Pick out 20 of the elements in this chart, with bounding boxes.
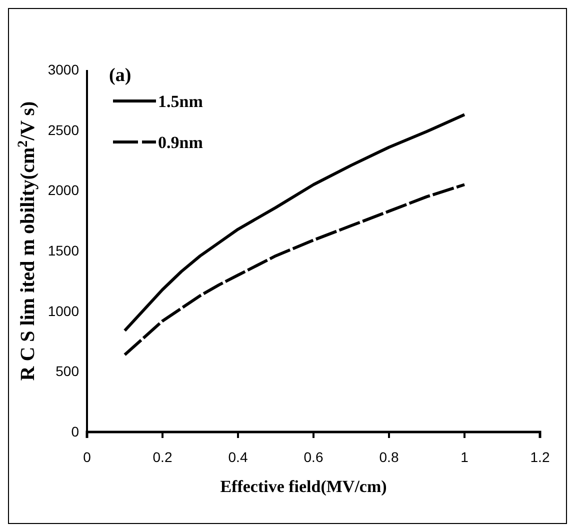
y-tick-label: 3000: [48, 61, 80, 78]
y-tick-label: 500: [56, 363, 80, 380]
legend-label: 0.9nm: [158, 133, 203, 152]
x-tick-label: 1: [460, 448, 469, 465]
line-series: [123, 183, 466, 356]
y-tick-label: 0: [71, 423, 80, 440]
annotation: (a): [109, 65, 132, 86]
y-tick-label: 2000: [48, 182, 80, 198]
x-axis-title: Effective field(MV/cm): [220, 477, 387, 496]
x-tick-label: 1.2: [530, 448, 550, 465]
y-tick-label: 2500: [48, 122, 80, 138]
line-series: [123, 113, 466, 332]
x-tick-label: 0.2: [152, 448, 172, 465]
x-tick-label: 0: [83, 448, 92, 465]
x-tick-label: 0.4: [228, 448, 248, 465]
x-tick-label: 0.8: [379, 448, 399, 465]
y-tick-label: 1000: [48, 302, 80, 319]
y-tick-label: 1500: [48, 242, 80, 258]
legend-label: 1.5nm: [158, 92, 203, 111]
x-tick-label: 0.6: [304, 448, 324, 465]
